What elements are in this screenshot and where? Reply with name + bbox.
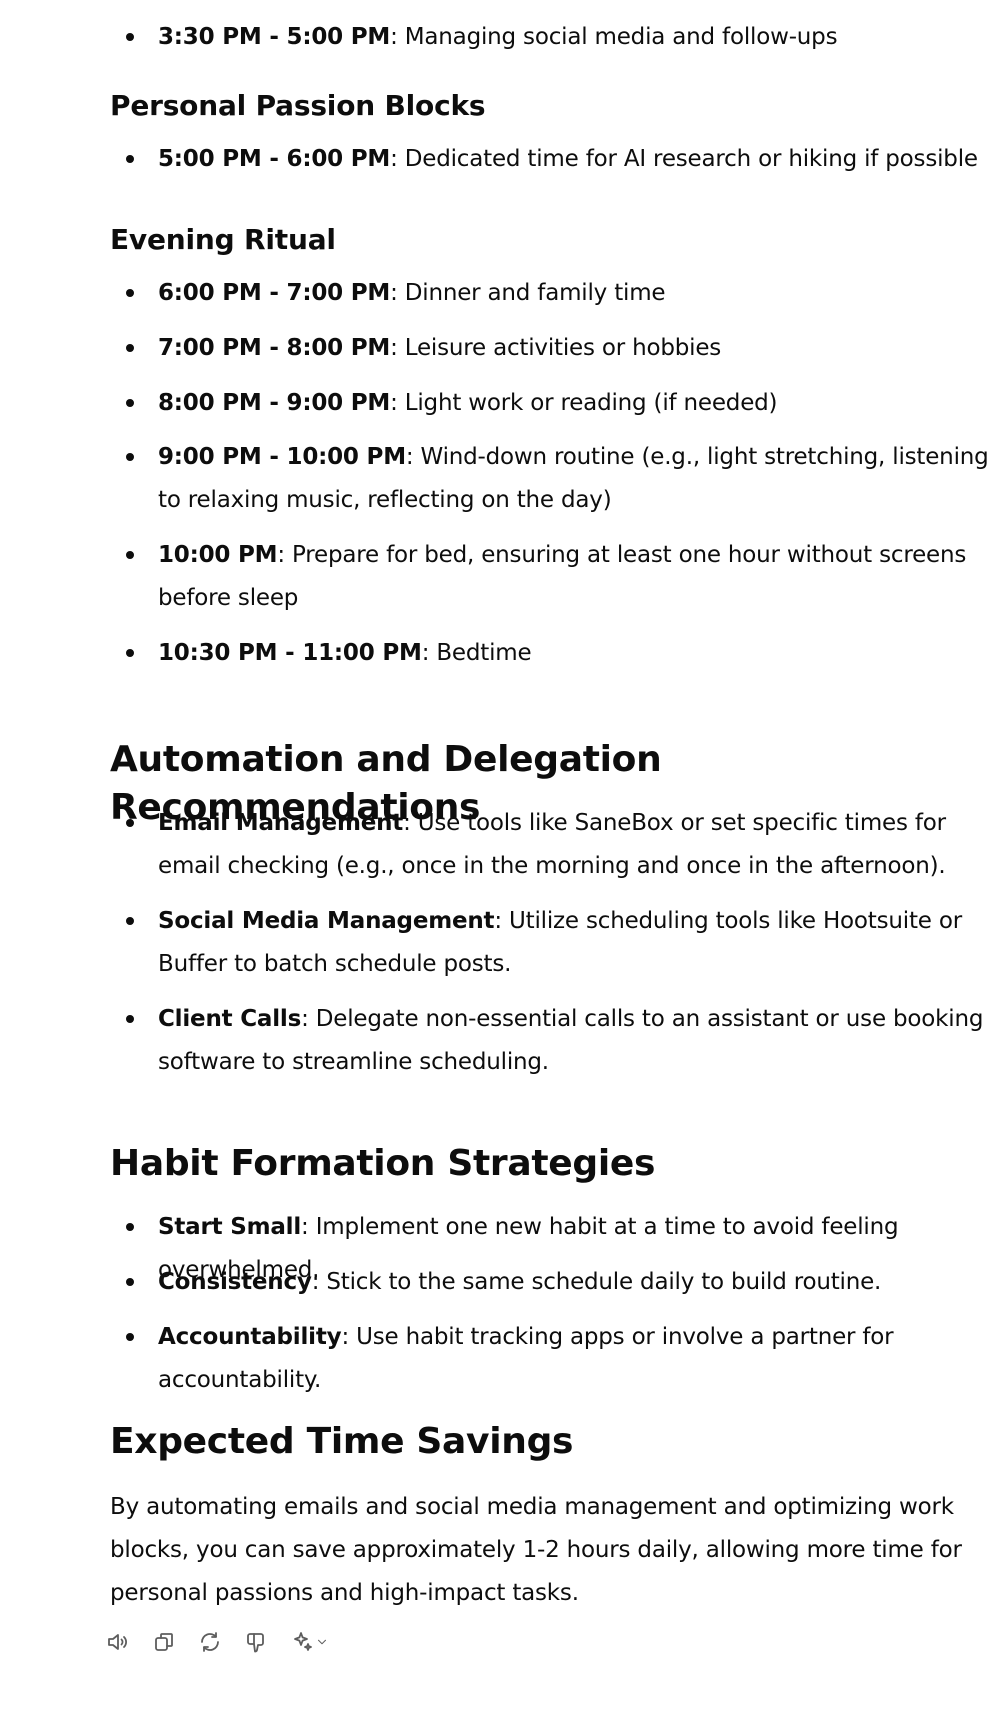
list-item: 7:00 PM - 8:00 PM: Leisure activities or… — [110, 327, 990, 370]
habits-list: Start Small: Implement one new habit at … — [110, 1206, 990, 1292]
regenerate-button[interactable] — [196, 1628, 224, 1656]
list-item: 3:30 PM - 5:00 PM: Managing social media… — [110, 16, 990, 59]
list-item: Start Small: Implement one new habit at … — [110, 1206, 990, 1292]
list-item-text: : Bedtime — [421, 640, 532, 666]
list-item-text: : Light work or reading (if needed) — [390, 390, 778, 416]
automation-list-3: Client Calls: Delegate non-essential cal… — [110, 998, 990, 1084]
list-item-label: 8:00 PM - 9:00 PM — [158, 390, 391, 416]
list-item: Client Calls: Delegate non-essential cal… — [110, 998, 990, 1084]
sparkle-model-icon — [294, 1632, 312, 1651]
list-item-text: : Wind-down routine (e.g., light stretch… — [158, 444, 989, 513]
list-item-text: : Use tools like SaneBox or set specific… — [158, 810, 946, 879]
message-action-toolbar — [104, 1628, 332, 1656]
list-item-label: 9:00 PM - 10:00 PM — [158, 444, 406, 470]
list-item: 9:00 PM - 10:00 PM: Wind-down routine (e… — [110, 436, 990, 522]
thumbs-down-icon — [247, 1633, 264, 1653]
list-item-label: Start Small — [158, 1214, 302, 1240]
schedule-list-evening-4: 9:00 PM - 10:00 PM: Wind-down routine (e… — [110, 436, 990, 522]
read-aloud-button[interactable] — [104, 1628, 132, 1656]
habits-list-2: Consistency: Stick to the same schedule … — [110, 1261, 990, 1304]
list-item: 8:00 PM - 9:00 PM: Light work or reading… — [110, 382, 990, 425]
list-item-label: 10:30 PM - 11:00 PM — [158, 640, 422, 666]
model-switcher-button[interactable] — [288, 1628, 332, 1656]
bad-response-button[interactable] — [242, 1628, 270, 1656]
automation-list: Email Management: Use tools like SaneBox… — [110, 802, 990, 888]
habits-list-3: Accountability: Use habit tracking apps … — [110, 1316, 990, 1402]
list-item: Email Management: Use tools like SaneBox… — [110, 802, 990, 888]
section-heading-savings: Expected Time Savings — [110, 1421, 574, 1462]
list-item-label: Social Media Management — [158, 908, 495, 934]
chevron-down-icon — [317, 1639, 327, 1645]
section-heading-evening: Evening Ritual — [110, 223, 336, 256]
schedule-list-evening-2: 7:00 PM - 8:00 PM: Leisure activities or… — [110, 327, 990, 370]
list-item-text: : Dedicated time for AI research or hiki… — [390, 146, 978, 172]
savings-paragraph: By automating emails and social media ma… — [110, 1494, 962, 1606]
list-item: Consistency: Stick to the same schedule … — [110, 1261, 990, 1304]
list-item-label: 6:00 PM - 7:00 PM — [158, 280, 391, 306]
copy-button[interactable] — [150, 1628, 178, 1656]
list-item-label: 3:30 PM - 5:00 PM — [158, 24, 391, 50]
list-item-label: Accountability — [158, 1324, 342, 1350]
list-item-label: 7:00 PM - 8:00 PM — [158, 335, 391, 361]
list-item-text: : Dinner and family time — [390, 280, 666, 306]
schedule-list-personal: 5:00 PM - 6:00 PM: Dedicated time for AI… — [110, 138, 990, 181]
regenerate-icon — [201, 1632, 219, 1652]
list-item: Social Media Management: Utilize schedul… — [110, 900, 990, 986]
section-heading-automation: Automation and Delegation Recommendation… — [110, 739, 662, 828]
list-item-text: : Implement one new habit at a time to a… — [158, 1214, 899, 1283]
list-item: 10:30 PM - 11:00 PM: Bedtime — [110, 632, 990, 675]
schedule-list-evening: 6:00 PM - 7:00 PM: Dinner and family tim… — [110, 272, 990, 315]
schedule-list-evening-6: 10:30 PM - 11:00 PM: Bedtime — [110, 632, 990, 675]
list-item-text: : Use habit tracking apps or involve a p… — [158, 1324, 894, 1393]
speaker-icon — [108, 1634, 127, 1650]
list-item-text: : Managing social media and follow-ups — [390, 24, 838, 50]
list-item-label: 10:00 PM — [158, 542, 278, 568]
list-item: 5:00 PM - 6:00 PM: Dedicated time for AI… — [110, 138, 990, 181]
copy-icon — [155, 1633, 173, 1651]
schedule-list-afternoon: 3:30 PM - 5:00 PM: Managing social media… — [110, 16, 990, 59]
list-item-text: : Stick to the same schedule daily to bu… — [311, 1269, 882, 1295]
schedule-list-evening-5: 10:00 PM: Prepare for bed, ensuring at l… — [110, 534, 990, 620]
section-heading-personal: Personal Passion Blocks — [110, 89, 486, 122]
section-heading-habits: Habit Formation Strategies — [110, 1143, 656, 1184]
list-item-label: Consistency — [158, 1269, 312, 1295]
list-item: Accountability: Use habit tracking apps … — [110, 1316, 990, 1402]
list-item-text: : Prepare for bed, ensuring at least one… — [158, 542, 967, 611]
list-item-label: Client Calls — [158, 1006, 302, 1032]
automation-list-2: Social Media Management: Utilize schedul… — [110, 900, 990, 986]
list-item: 6:00 PM - 7:00 PM: Dinner and family tim… — [110, 272, 990, 315]
list-item-label: 5:00 PM - 6:00 PM — [158, 146, 391, 172]
list-item-text: : Delegate non-essential calls to an ass… — [158, 1006, 984, 1075]
list-item-text: : Leisure activities or hobbies — [390, 335, 722, 361]
list-item: 10:00 PM: Prepare for bed, ensuring at l… — [110, 534, 990, 620]
schedule-list-evening-3: 8:00 PM - 9:00 PM: Light work or reading… — [110, 382, 990, 425]
list-item-label: Email Management — [158, 810, 404, 836]
list-item-text: : Utilize scheduling tools like Hootsuit… — [158, 908, 962, 977]
